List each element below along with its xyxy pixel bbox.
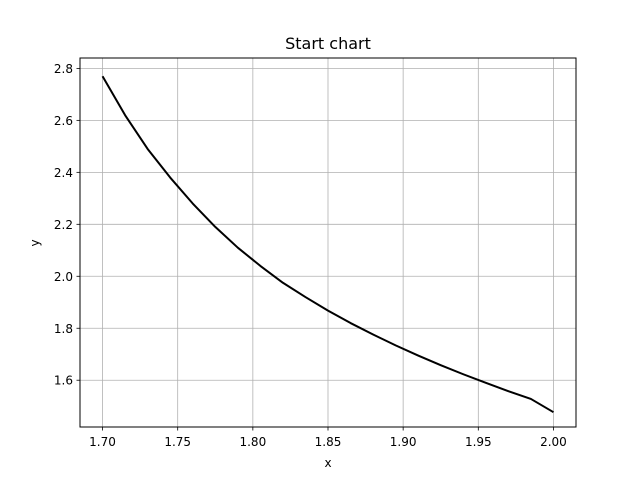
y-tick-label: 1.8 (54, 322, 73, 336)
grid (80, 58, 576, 427)
series-line-0 (101, 75, 554, 414)
x-tick-label: 1.70 (89, 435, 116, 449)
x-tick-label: 1.80 (239, 435, 266, 449)
y-tick-label: 2.2 (54, 218, 73, 232)
y-tick-label: 2.4 (54, 166, 73, 180)
y-tick-label: 2.6 (54, 114, 73, 128)
y-tick-label: 2.8 (54, 62, 73, 76)
x-tick-label: 1.85 (315, 435, 342, 449)
x-axis-title: x (324, 456, 331, 470)
chart-title: Start chart (285, 34, 371, 53)
x-tick-label: 1.90 (390, 435, 417, 449)
y-axis-title: y (28, 239, 42, 246)
y-tick-label: 2.0 (54, 270, 73, 284)
x-tick-label: 1.95 (465, 435, 492, 449)
series-layer (101, 75, 554, 414)
x-tick-label: 2.00 (540, 435, 567, 449)
x-tick-label: 1.75 (164, 435, 191, 449)
y-tick-label: 1.6 (54, 374, 73, 388)
ticks: 1.70 1.75 1.80 1.85 1.90 1.95 2.00 1.6 1.8 2.0 2.2… (54, 62, 567, 449)
